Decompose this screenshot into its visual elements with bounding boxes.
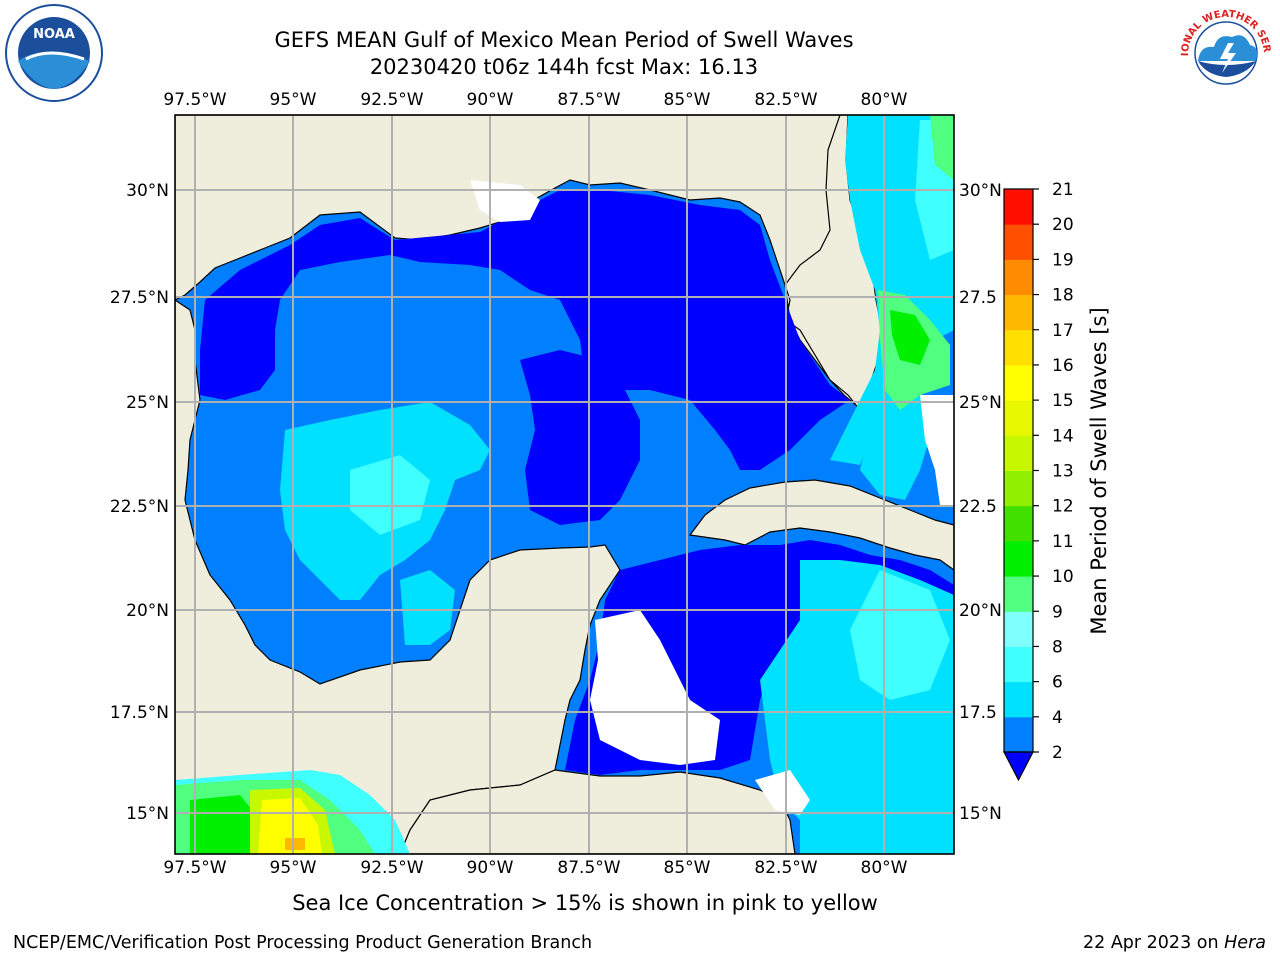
colorbar-tick-label: 14 [1052, 426, 1074, 446]
lat-tick-right: 25°N [959, 393, 1002, 413]
noaa-logo-text: NOAA [33, 27, 75, 42]
lat-tick-left: 17.5°N [110, 703, 169, 723]
chart-subtitle: 20230420 t06z 144h fcst Max: 16.13 [369, 55, 759, 79]
colorbar-under-extension [1003, 751, 1034, 782]
colorbar-tick-label: 17 [1052, 321, 1074, 341]
chart-title: GEFS MEAN Gulf of Mexico Mean Period of … [274, 28, 854, 52]
lon-tick-bottom: 82.5°W [754, 858, 817, 878]
colorbar-tick-label: 6 [1052, 673, 1063, 693]
swell-green-ne [930, 115, 954, 180]
swell-light-cyan-3 [350, 455, 430, 535]
lon-tick-top: 80°W [861, 90, 908, 110]
colorbar-tick-label: 20 [1052, 215, 1074, 235]
lat-tick-left: 15°N [126, 804, 169, 824]
nodata-florida-keys [920, 395, 954, 505]
lon-tick-bottom: 85°W [664, 858, 711, 878]
lat-tick-right: 27.5 [959, 288, 997, 308]
colorbar-segment [1004, 294, 1033, 331]
colorbar-segment [1004, 505, 1033, 542]
colorbar-segment [1004, 259, 1033, 296]
colorbar-tick-label: 18 [1052, 286, 1074, 306]
nodata-honduras [755, 770, 810, 815]
lat-tick-left: 20°N [126, 601, 169, 621]
colorbar-segment [1004, 540, 1033, 577]
colorbar-tick-label: 10 [1052, 567, 1074, 587]
colorbar-segment [1004, 576, 1033, 612]
lat-tick-right: 17.5 [959, 703, 997, 723]
colorbar-tick-label: 8 [1052, 637, 1063, 657]
lon-tick-top: 92.5°W [360, 90, 423, 110]
lon-tick-bottom: 80°W [861, 858, 908, 878]
nws-logo: NATIONAL WEATHER SERVICE [1176, 3, 1274, 101]
lat-tick-left: 30°N [126, 181, 169, 201]
lat-labels-right: 30°N 27.5 25°N 22.5 20°N 17.5 15°N [959, 181, 1002, 824]
colorbar-segment [1004, 364, 1033, 401]
lon-labels-top: 97.5°W 95°W 92.5°W 90°W 87.5°W 85°W 82.5°W 80°W [163, 90, 907, 110]
map-area [175, 115, 954, 854]
swell-cyan-straits [860, 380, 935, 500]
swell-green-florida-2 [890, 310, 930, 365]
lon-tick-top: 87.5°W [557, 90, 620, 110]
map-frame [174, 114, 955, 855]
footer-org: NCEP/EMC/Verification Post Processing Pr… [13, 933, 593, 953]
lat-tick-right: 20°N [959, 601, 1002, 621]
colorbar-tick-label: 2 [1052, 743, 1063, 763]
lon-tick-top: 95°W [270, 90, 317, 110]
lon-labels-bottom: 97.5°W 95°W 92.5°W 90°W 87.5°W 85°W 82.5°W 80°W [163, 858, 907, 878]
lon-tick-bottom: 90°W [467, 858, 514, 878]
swell-cyan-campeche [400, 570, 455, 645]
lat-tick-right: 30°N [959, 181, 1002, 201]
colorbar-tick-label: 15 [1052, 391, 1074, 411]
colorbar-segment [1004, 224, 1033, 260]
lat-tick-right: 15°N [959, 804, 1002, 824]
lat-tick-left: 27.5°N [110, 288, 169, 308]
sea-ice-caption: Sea Ice Concentration > 15% is shown in … [292, 891, 878, 915]
lon-tick-bottom: 95°W [270, 858, 317, 878]
colorbar-segment [1004, 435, 1033, 471]
colorbar-tick-label: 11 [1052, 532, 1074, 552]
colorbar-segment [1004, 646, 1033, 683]
lon-tick-top: 90°W [467, 90, 514, 110]
map-gridlines [175, 115, 954, 854]
lon-tick-bottom: 87.5°W [557, 858, 620, 878]
swell-pacific-green-2 [190, 795, 260, 854]
noaa-logo: NOAA [5, 4, 103, 102]
colorbar-tick-label: 16 [1052, 356, 1074, 376]
colorbar-segment [1004, 611, 1033, 647]
colorbar-tick-label: 21 [1052, 180, 1074, 200]
colorbar-segment [1004, 716, 1033, 753]
colorbar-segment [1004, 681, 1033, 718]
lon-tick-top: 97.5°W [163, 90, 226, 110]
colorbar-tick-label: 9 [1052, 602, 1063, 622]
colorbar: 2 4 6 8 9 10 11 12 13 14 15 16 17 18 19 20 21 [1003, 180, 1074, 782]
lon-tick-bottom: 92.5°W [360, 858, 423, 878]
lat-tick-right: 22.5 [959, 497, 997, 517]
lat-tick-left: 25°N [126, 393, 169, 413]
swell-deep-center [520, 350, 640, 525]
colorbar-segment [1004, 400, 1033, 436]
footer-date-text: 22 Apr 2023 on [1083, 933, 1225, 953]
colorbar-segment [1004, 329, 1033, 366]
footer-host: Hera [1224, 933, 1266, 953]
lon-tick-bottom: 97.5°W [163, 858, 226, 878]
footer-date: 22 Apr 2023 on Hera [1083, 933, 1266, 953]
colorbar-tick-label: 4 [1052, 708, 1063, 728]
colorbar-tick-label: 12 [1052, 497, 1074, 517]
lon-tick-top: 82.5°W [754, 90, 817, 110]
colorbar-segment [1004, 189, 1033, 225]
colorbar-tick-label: 13 [1052, 462, 1074, 482]
swell-pacific-orange [285, 838, 305, 850]
lon-tick-top: 85°W [664, 90, 711, 110]
lat-tick-left: 22.5°N [110, 497, 169, 517]
colorbar-tick-label: 19 [1052, 250, 1074, 270]
colorbar-segment [1004, 470, 1033, 507]
swell-light-cyan-1 [850, 570, 950, 700]
lat-labels-left: 30°N 27.5°N 25°N 22.5°N 20°N 17.5°N 15°N [110, 181, 169, 824]
colorbar-label: Mean Period of Swell Waves [s] [1087, 307, 1111, 634]
